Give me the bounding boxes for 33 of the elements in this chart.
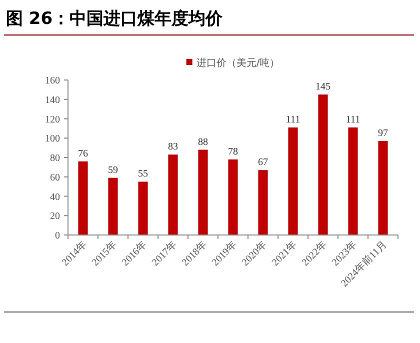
bar (198, 150, 208, 235)
data-label: 83 (168, 142, 178, 153)
data-label: 97 (378, 128, 388, 140)
y-tick-label: 80 (50, 153, 60, 164)
bar (108, 178, 118, 235)
y-tick-label: 0 (55, 230, 60, 242)
bar (348, 127, 358, 235)
y-tick-label: 100 (45, 134, 60, 145)
data-label: 88 (198, 136, 208, 148)
data-label: 78 (228, 146, 238, 158)
bar (228, 159, 238, 235)
y-tick-label: 160 (45, 76, 60, 86)
legend-label: 进口价（美元/吨） (196, 57, 280, 69)
bar (318, 94, 328, 235)
bar (168, 154, 178, 235)
data-label: 111 (346, 114, 360, 126)
data-label: 76 (78, 148, 88, 160)
bar (288, 127, 298, 235)
data-label: 145 (316, 82, 330, 93)
bar (78, 161, 88, 235)
y-tick-label: 40 (50, 192, 60, 203)
bar (378, 141, 388, 235)
bar (138, 182, 148, 235)
y-tick-label: 120 (45, 114, 60, 126)
y-tick-label: 140 (45, 94, 60, 106)
data-label: 111 (286, 114, 300, 126)
y-tick-label: 60 (50, 172, 60, 184)
y-tick-label: 20 (50, 211, 60, 222)
chart-title: 图 26：中国进口煤年度均价 (6, 9, 224, 29)
bar (258, 170, 268, 235)
data-label: 55 (138, 168, 148, 180)
data-label: 67 (258, 157, 268, 168)
data-label: 59 (108, 164, 118, 176)
